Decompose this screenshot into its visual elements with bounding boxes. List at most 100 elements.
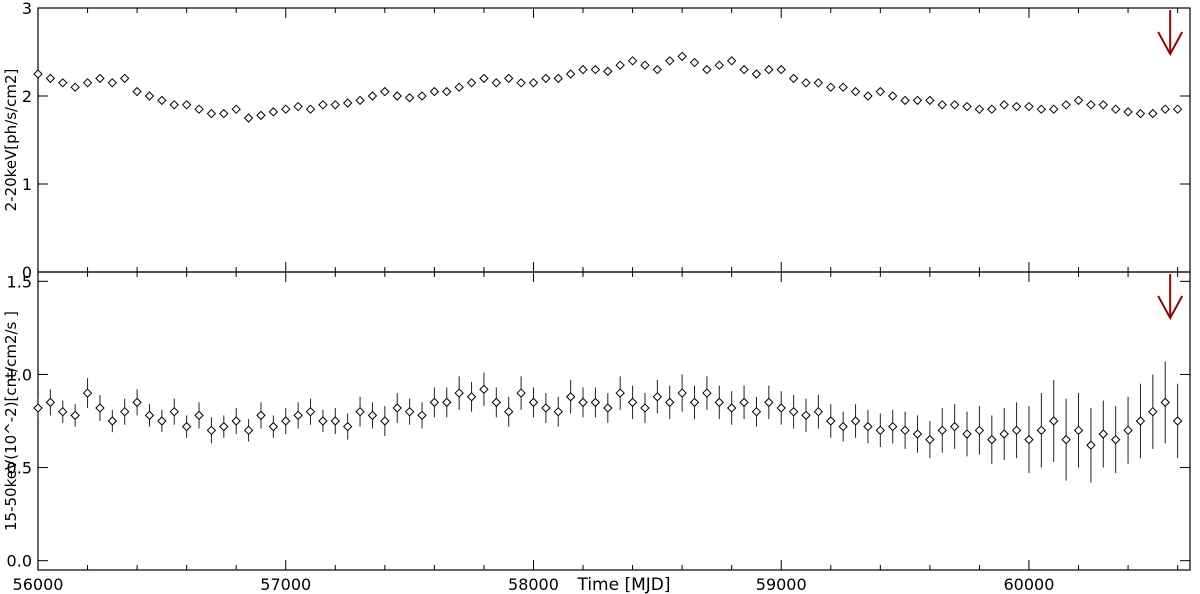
data-point xyxy=(380,86,390,97)
panel-bottom: 56000 57000 58000 59000 60000 0.0 0.5 1.0 1.5 15-… xyxy=(2,271,1191,594)
data-point xyxy=(1135,416,1146,426)
y-tick-label: 3 xyxy=(22,0,32,18)
y-tick-label: 0.0 xyxy=(7,552,32,571)
y-tick-label: 1.5 xyxy=(7,272,32,291)
data-point xyxy=(491,397,502,408)
data-point xyxy=(615,60,625,70)
arrow-head xyxy=(1157,295,1184,321)
data-point xyxy=(702,64,712,75)
data-point xyxy=(268,421,279,432)
data-point xyxy=(888,91,898,101)
data-point xyxy=(813,406,824,417)
data-point xyxy=(33,69,43,79)
data-point xyxy=(764,397,774,408)
data-point xyxy=(194,410,204,421)
data-point xyxy=(937,425,947,436)
data-point xyxy=(181,421,192,432)
data-point xyxy=(380,416,390,426)
data-point xyxy=(838,82,848,92)
data-point xyxy=(1073,95,1084,106)
data-point xyxy=(58,78,68,88)
data-point xyxy=(1110,434,1121,445)
panel-top: 0 1 2 3 2-20keV[ph/s/cm2] xyxy=(2,0,1191,282)
data-point xyxy=(739,397,749,408)
data-point xyxy=(454,82,464,92)
y-axis-label: 2-20keV[ph/s/cm2] xyxy=(2,69,20,212)
data-point xyxy=(801,410,811,421)
data-point xyxy=(714,397,724,408)
data-point xyxy=(1024,434,1034,445)
data-point xyxy=(45,73,56,84)
y-tick-label: 1 xyxy=(22,175,32,194)
data-point xyxy=(231,104,241,114)
data-point xyxy=(281,416,291,426)
data-point xyxy=(1061,434,1071,445)
data-point xyxy=(417,410,427,421)
data-point xyxy=(318,100,328,110)
data-point xyxy=(132,86,142,97)
data-point xyxy=(1073,425,1084,436)
data-point xyxy=(925,434,935,445)
data-point xyxy=(776,403,786,413)
data-point xyxy=(330,416,340,426)
data-point xyxy=(107,416,118,426)
data-point xyxy=(726,56,737,66)
data-point xyxy=(367,91,378,101)
data-point xyxy=(231,416,241,426)
plot-frame xyxy=(37,7,1191,273)
data-point xyxy=(219,108,229,119)
data-point xyxy=(1011,101,1022,112)
data-point xyxy=(1036,104,1047,114)
data-point xyxy=(305,406,316,417)
data-point xyxy=(95,403,105,413)
data-point xyxy=(70,410,80,421)
data-point xyxy=(1123,425,1133,436)
data-point xyxy=(342,98,353,108)
data-point xyxy=(429,86,440,97)
data-point xyxy=(82,78,93,88)
data-point xyxy=(342,421,353,432)
data-point xyxy=(912,95,923,106)
data-point xyxy=(689,57,700,68)
data-point xyxy=(813,78,824,88)
data-point xyxy=(181,100,192,110)
data-point xyxy=(541,73,551,84)
data-point xyxy=(305,104,316,114)
x-axis-label: Time [MJD] xyxy=(576,575,670,594)
data-point xyxy=(120,73,130,84)
data-point xyxy=(974,425,985,436)
data-point xyxy=(999,100,1009,110)
data-point xyxy=(491,78,502,88)
data-point xyxy=(764,64,774,75)
data-point xyxy=(726,403,737,413)
data-point xyxy=(590,64,601,75)
data-point xyxy=(1110,104,1121,114)
data-point xyxy=(603,403,613,413)
data-point xyxy=(541,403,551,413)
data-point xyxy=(169,100,179,110)
data-point xyxy=(169,406,179,417)
data-point xyxy=(578,64,588,75)
data-point xyxy=(58,406,68,417)
data-point xyxy=(1061,100,1071,110)
data-point xyxy=(528,78,539,88)
data-point xyxy=(875,86,886,97)
data-point xyxy=(875,425,886,436)
data-point xyxy=(652,392,663,402)
data-point xyxy=(1024,101,1034,112)
data-point xyxy=(107,78,118,88)
data-point xyxy=(838,421,848,432)
data-point xyxy=(45,397,56,408)
plot-frame xyxy=(37,271,1191,571)
data-point xyxy=(850,86,861,97)
data-point xyxy=(850,416,861,426)
data-point xyxy=(392,403,402,413)
data-point xyxy=(442,86,452,97)
data-point xyxy=(243,113,254,123)
data-point xyxy=(1049,416,1059,426)
y-tick-label: 0.5 xyxy=(7,459,32,478)
data-point xyxy=(565,69,576,79)
data-point xyxy=(243,425,254,436)
data-point xyxy=(801,78,811,88)
y-tick-label: 2 xyxy=(22,87,32,106)
